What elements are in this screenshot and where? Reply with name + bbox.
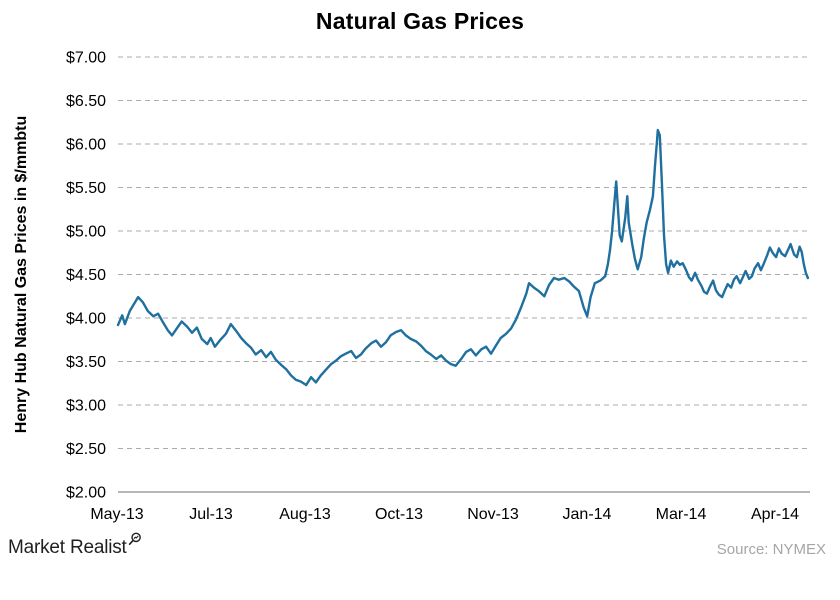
x-tick-label: May-13 — [90, 506, 143, 523]
y-axis-title: Henry Hub Natural Gas Prices in $/mmbtu — [13, 116, 30, 433]
gridlines — [118, 56, 810, 493]
y-tick-label: $2.50 — [66, 441, 106, 458]
y-tick-label: $2.00 — [66, 485, 106, 502]
chart-title: Natural Gas Prices — [315, 8, 525, 34]
brand-logo: Market Realist — [8, 532, 141, 559]
y-tick-labels: $2.00 $2.50 $3.00 $3.50 $4.00 $4.50 $5.00 $5.50… — [66, 50, 106, 502]
y-tick-label: $5.00 — [66, 224, 106, 241]
x-tick-label: Nov-13 — [467, 506, 519, 523]
y-tick-label: $4.00 — [66, 311, 106, 328]
y-tick-label: $4.50 — [66, 267, 106, 284]
x-tick-label: Oct-13 — [375, 506, 423, 523]
source-label: Source: NYMEX — [716, 541, 826, 558]
x-tick-label: Mar-14 — [656, 506, 707, 523]
y-tick-label: $3.00 — [66, 398, 106, 415]
y-tick-label: $6.50 — [66, 93, 106, 110]
x-tick-label: Aug-13 — [279, 506, 331, 523]
y-tick-label: $7.00 — [66, 50, 106, 67]
x-tick-label: Apr-14 — [751, 506, 799, 523]
x-tick-labels: May-13 Jul-13 Aug-13 Oct-13 Nov-13 Jan-14 Mar-… — [90, 506, 799, 523]
x-tick-label: Jan-14 — [563, 506, 612, 523]
y-tick-label: $5.50 — [66, 180, 106, 197]
brand-logo-text: Market Realist — [8, 537, 127, 558]
y-tick-label: $6.00 — [66, 137, 106, 154]
magnifier-chart-icon — [128, 530, 142, 551]
price-line-series — [116, 128, 810, 387]
x-tick-label: Jul-13 — [189, 506, 233, 523]
y-tick-label: $3.50 — [66, 354, 106, 371]
